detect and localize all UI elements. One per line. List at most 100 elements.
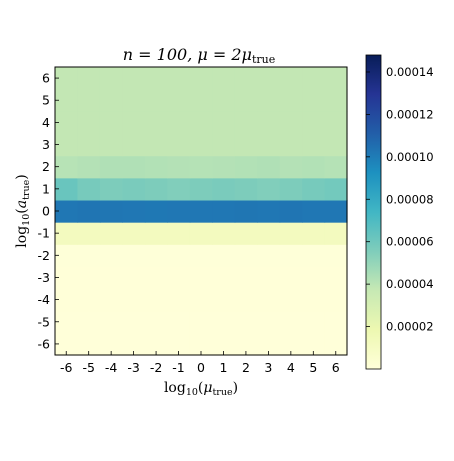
heatmap-cell <box>189 155 213 179</box>
heatmap-cell <box>302 89 326 112</box>
heatmap-cell <box>144 67 168 90</box>
heatmap-cell <box>302 177 326 201</box>
heatmap-cell <box>302 244 326 267</box>
heatmap-cell <box>167 67 191 90</box>
heatmap-cell <box>189 310 213 334</box>
colorbar-tick-label: 0.00002 <box>386 320 434 334</box>
heatmap-cell <box>257 111 281 135</box>
heatmap-cell <box>302 310 326 334</box>
heatmap-cell <box>167 177 191 201</box>
heatmap-cell <box>212 177 236 201</box>
heatmap-cell <box>99 177 123 201</box>
heatmap-cell <box>234 111 258 135</box>
heatmap-cell <box>122 244 146 267</box>
heatmap-cell <box>324 288 348 312</box>
heatmap-cell <box>257 177 281 201</box>
heatmap-cell <box>144 332 168 356</box>
heatmap-cell <box>189 177 213 201</box>
heatmap-cell <box>234 177 258 201</box>
heatmap-cell <box>144 222 168 245</box>
heatmap-cell <box>234 288 258 312</box>
heatmap-cell <box>122 67 146 90</box>
heatmap-cell <box>257 199 281 223</box>
heatmap-cell <box>212 332 236 356</box>
heatmap-cell <box>144 199 168 223</box>
x-tick-label: -4 <box>105 360 118 375</box>
heatmap-cell <box>212 133 236 157</box>
heatmap-cell <box>302 155 326 179</box>
heatmap-cell <box>77 177 101 201</box>
y-tick-label: 1 <box>42 181 50 196</box>
heatmap-cell <box>99 89 123 112</box>
y-axis-ticks: -6 -5 -4 -3 -2 -1 0 1 2 3 4 5 6 <box>38 71 59 351</box>
heatmap-cell <box>99 111 123 135</box>
y-tick-label: 0 <box>42 204 50 219</box>
heatmap-cell <box>279 222 303 245</box>
heatmap-cell <box>55 244 79 267</box>
colorbar-tick-label: 0.00004 <box>386 277 434 291</box>
heatmap-cell <box>302 266 326 290</box>
heatmap-cell <box>144 111 168 135</box>
heatmap-cell <box>55 266 79 290</box>
heatmap-cell <box>99 310 123 334</box>
heatmap-cell <box>99 199 123 223</box>
heatmap-cell <box>55 310 79 334</box>
heatmap-cell <box>144 288 168 312</box>
heatmap-cell <box>212 244 236 267</box>
heatmap-cell <box>55 177 79 201</box>
heatmap-cell <box>212 310 236 334</box>
heatmap-cell <box>77 310 101 334</box>
heatmap-cell <box>324 111 348 135</box>
heatmap-cell <box>257 332 281 356</box>
heatmap-cell <box>212 111 236 135</box>
y-tick-label: -3 <box>38 270 50 285</box>
y-tick-label: 5 <box>42 93 50 108</box>
heatmap-cell <box>279 89 303 112</box>
heatmap-cell <box>122 266 146 290</box>
heatmap-cell <box>324 67 348 90</box>
heatmap-cell <box>167 288 191 312</box>
heatmap-cell <box>77 133 101 157</box>
heatmap-cell <box>167 222 191 245</box>
heatmap-cell <box>234 244 258 267</box>
heatmap-cell <box>55 288 79 312</box>
x-tick-label: 0 <box>197 360 205 375</box>
heatmap-cell <box>324 310 348 334</box>
y-tick-label: -4 <box>38 292 51 307</box>
heatmap-cell <box>302 288 326 312</box>
heatmap-cell <box>324 332 348 356</box>
heatmap-cell <box>77 332 101 356</box>
heatmap-cell <box>122 89 146 112</box>
heatmap-cell <box>234 89 258 112</box>
heatmap-cell <box>122 177 146 201</box>
heatmap-cell <box>302 111 326 135</box>
heatmap-cell <box>55 199 79 223</box>
heatmap-cell <box>189 67 213 90</box>
heatmap-cell <box>167 266 191 290</box>
heatmap-cell <box>234 310 258 334</box>
heatmap-cell <box>234 332 258 356</box>
heatmap-cell <box>55 222 79 245</box>
heatmap-cell <box>189 288 213 312</box>
heatmap-cell <box>279 310 303 334</box>
heatmap-cell <box>212 199 236 223</box>
heatmap-cell <box>55 133 79 157</box>
heatmap-cell <box>99 67 123 90</box>
colorbar <box>365 54 382 370</box>
heatmap-cell <box>122 199 146 223</box>
heatmap-cell <box>189 266 213 290</box>
heatmap-cell <box>279 288 303 312</box>
heatmap-cell <box>234 155 258 179</box>
y-tick-label: 6 <box>42 71 50 86</box>
heatmap-cell <box>257 89 281 112</box>
heatmap-cell <box>302 199 326 223</box>
heatmap-cell <box>302 67 326 90</box>
heatmap-cell <box>234 133 258 157</box>
heatmap-cell <box>324 133 348 157</box>
heatmap-cell <box>144 89 168 112</box>
heatmap-cell <box>189 244 213 267</box>
heatmap-cell <box>77 67 101 90</box>
heatmap-cell <box>189 133 213 157</box>
heatmap-cell <box>167 244 191 267</box>
colorbar-tick-label: 0.00012 <box>386 107 434 121</box>
